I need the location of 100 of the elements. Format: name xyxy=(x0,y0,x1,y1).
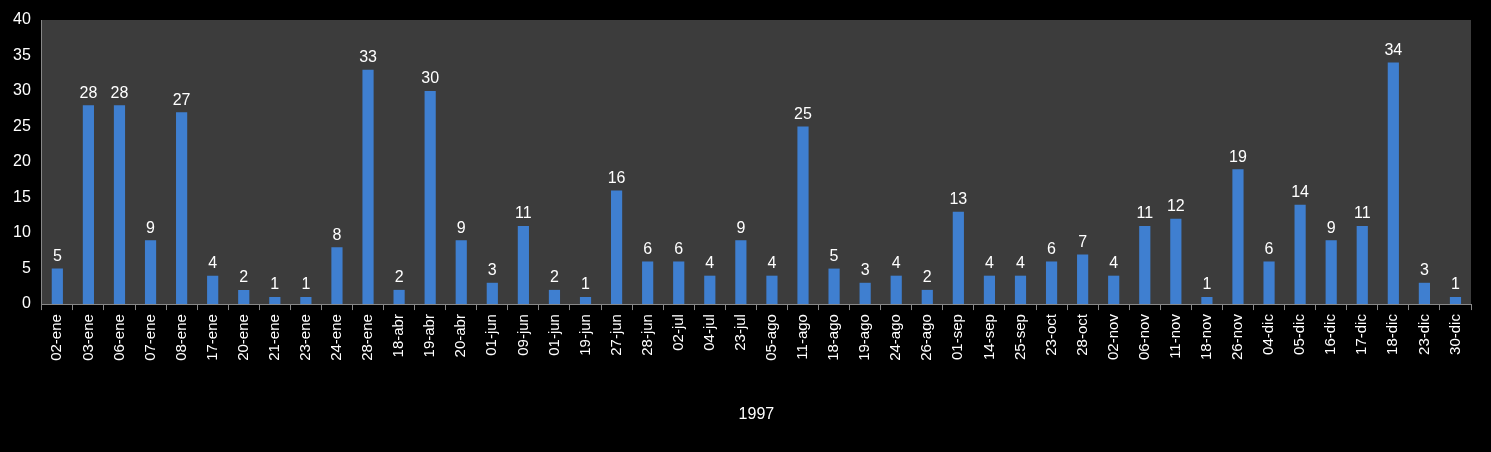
data-label: 34 xyxy=(1384,41,1403,59)
x-tick-label: 01-jun xyxy=(544,314,562,356)
x-tick-label: 05-ago xyxy=(762,314,780,361)
bar xyxy=(1201,296,1213,305)
data-label: 9 xyxy=(456,218,466,236)
bar xyxy=(300,296,312,305)
data-label: 6 xyxy=(674,239,684,257)
x-tick-label: 14-sep xyxy=(979,314,997,360)
x-tick-label: 30-dic xyxy=(1445,313,1463,355)
y-tick-label: 15 xyxy=(13,187,31,205)
x-tick-label: 07-ene xyxy=(140,314,158,361)
data-label: 2 xyxy=(239,268,249,286)
data-label: 25 xyxy=(794,104,812,122)
data-label: 2 xyxy=(394,268,404,286)
data-label: 9 xyxy=(146,218,156,236)
y-tick-label: 5 xyxy=(21,258,31,276)
data-label: 33 xyxy=(359,48,378,66)
x-tick-label: 06-ene xyxy=(109,314,127,361)
data-label: 7 xyxy=(1078,232,1088,250)
data-label: 6 xyxy=(1264,239,1274,257)
x-tick-label: 23-jul xyxy=(731,314,748,351)
data-label: 14 xyxy=(1291,183,1310,201)
x-tick-label: 17-ene xyxy=(202,314,220,361)
y-tick-label: 30 xyxy=(13,81,31,99)
x-tick-label: 08-ene xyxy=(171,314,189,361)
bar xyxy=(766,275,778,305)
x-tick-label: 20-abr xyxy=(451,314,469,358)
x-tick-label: 09-jun xyxy=(513,314,531,356)
bar xyxy=(1077,254,1089,305)
data-label: 30 xyxy=(421,69,440,87)
x-tick-label: 02-ene xyxy=(47,314,65,361)
bar xyxy=(548,289,561,305)
x-tick-label: 01-sep xyxy=(948,314,966,360)
data-label: 1 xyxy=(301,275,311,293)
data-label: 1 xyxy=(1202,275,1212,293)
x-tick-label: 04-jul xyxy=(699,314,717,351)
bar xyxy=(51,268,63,305)
data-label: 28 xyxy=(110,83,129,101)
x-tick-label: 26-ago xyxy=(917,314,935,361)
x-tick-label: 27-jun xyxy=(606,314,624,356)
data-label: 28 xyxy=(79,83,98,101)
x-tick-label: 23-oct xyxy=(1041,313,1059,356)
bar xyxy=(610,190,623,305)
data-label: 4 xyxy=(1016,254,1026,272)
data-label: 4 xyxy=(1109,254,1119,272)
x-tick-label: 26-nov xyxy=(1228,313,1246,360)
bar xyxy=(1325,240,1337,305)
x-tick-label: 28-ene xyxy=(358,314,376,361)
bar xyxy=(921,289,933,305)
bar xyxy=(144,240,157,305)
bar xyxy=(952,211,964,305)
x-tick-label: 21-ene xyxy=(264,314,282,361)
x-tick-label: 11-nov xyxy=(1165,313,1183,359)
y-tick-label: 0 xyxy=(21,294,31,312)
data-label: 3 xyxy=(860,261,870,279)
bar xyxy=(704,275,716,305)
x-tick-label: 02-jul xyxy=(668,314,686,351)
data-label: 11 xyxy=(1353,204,1371,222)
x-tick-label: 19-jun xyxy=(575,314,593,356)
data-label: 11 xyxy=(515,204,532,222)
x-tick-label: 05-dic xyxy=(1290,313,1308,355)
bar xyxy=(1294,204,1306,305)
bar xyxy=(579,296,592,305)
bar xyxy=(455,240,467,305)
data-label: 9 xyxy=(736,218,746,236)
bar xyxy=(1045,261,1058,305)
data-label: 6 xyxy=(643,239,653,257)
bar xyxy=(1418,282,1430,305)
bar xyxy=(828,268,840,305)
bar xyxy=(1108,275,1120,305)
bar xyxy=(1232,169,1244,305)
bar xyxy=(859,282,871,305)
bar xyxy=(486,282,498,305)
y-tick-label: 25 xyxy=(13,116,31,134)
bar xyxy=(1449,296,1462,305)
bar xyxy=(82,105,94,305)
x-tick-label: 01-jun xyxy=(482,314,500,356)
data-label: 5 xyxy=(52,246,62,264)
bar xyxy=(735,240,747,305)
bar xyxy=(1170,218,1182,305)
bar xyxy=(331,247,343,305)
x-tick-label: 19-abr xyxy=(420,314,438,358)
x-tick-label: 17-dic xyxy=(1352,313,1370,355)
data-label: 2 xyxy=(922,268,932,286)
data-label: 3 xyxy=(487,261,497,279)
bar xyxy=(517,225,529,305)
data-label: 1 xyxy=(270,275,280,293)
bar xyxy=(238,289,250,305)
data-label: 4 xyxy=(208,254,218,272)
x-tick-label: 18-abr xyxy=(389,314,407,358)
data-label: 6 xyxy=(1047,239,1057,257)
bar xyxy=(424,91,436,305)
x-tick-label: 18-dic xyxy=(1383,313,1401,355)
bar xyxy=(673,261,685,305)
bar xyxy=(362,69,374,305)
y-tick-label: 10 xyxy=(13,223,31,241)
bar xyxy=(113,105,126,305)
data-label: 5 xyxy=(829,246,839,264)
x-tick-label: 19-ago xyxy=(855,314,873,361)
x-tick-label: 18-ago xyxy=(824,314,842,361)
